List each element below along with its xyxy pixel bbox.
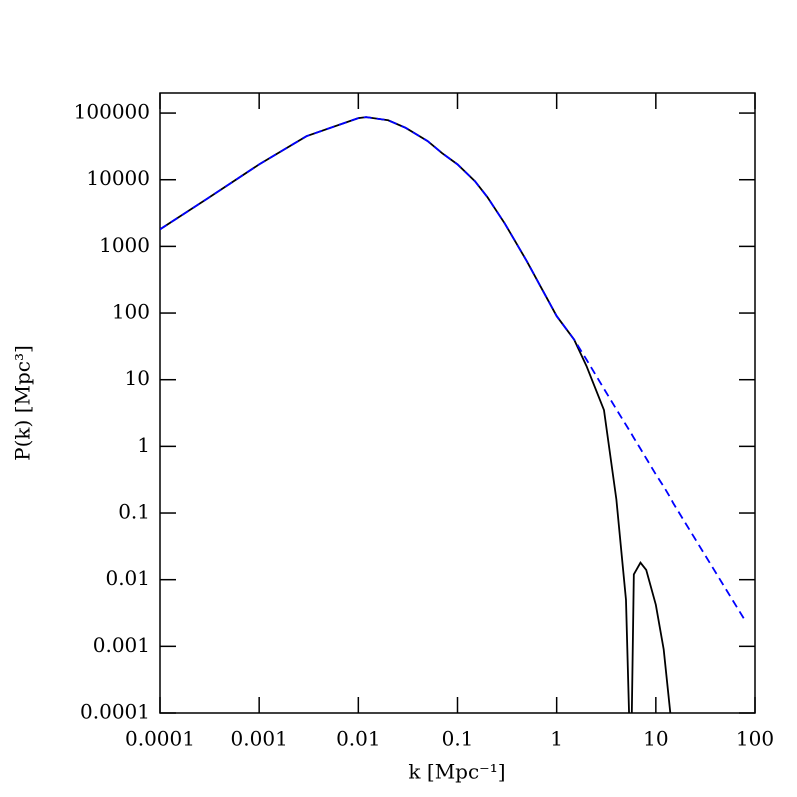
y-tick-label: 10 <box>125 366 150 390</box>
y-tick-label: 10000 <box>86 166 150 190</box>
x-tick-label: 0.01 <box>336 727 381 751</box>
line-series <box>160 116 672 713</box>
x-tick-label: 0.001 <box>231 727 288 751</box>
x-tick-label: 1 <box>550 727 563 751</box>
x-axis-label: k [Mpc⁻¹] <box>408 760 505 784</box>
y-tick-label: 1000 <box>99 233 150 257</box>
x-tick-label: 100 <box>736 727 774 751</box>
y-tick-label: 0.1 <box>118 500 150 524</box>
y-tick-label: 100 <box>112 300 150 324</box>
y-tick-label: 1 <box>137 433 150 457</box>
x-tick-label: 0.0001 <box>125 727 195 751</box>
x-tick-label: 10 <box>643 727 668 751</box>
y-tick-label: 0.001 <box>93 633 150 657</box>
plot-area <box>160 116 747 713</box>
y-axis-label: P(k) [Mpc³] <box>11 345 35 461</box>
plot-frame <box>159 92 756 714</box>
x-tick-label: 0.1 <box>442 727 474 751</box>
line-series <box>160 116 747 622</box>
y-tick-label: 100000 <box>74 100 150 124</box>
y-tick-label: 0.0001 <box>80 700 150 724</box>
y-tick-label: 0.01 <box>105 566 150 590</box>
